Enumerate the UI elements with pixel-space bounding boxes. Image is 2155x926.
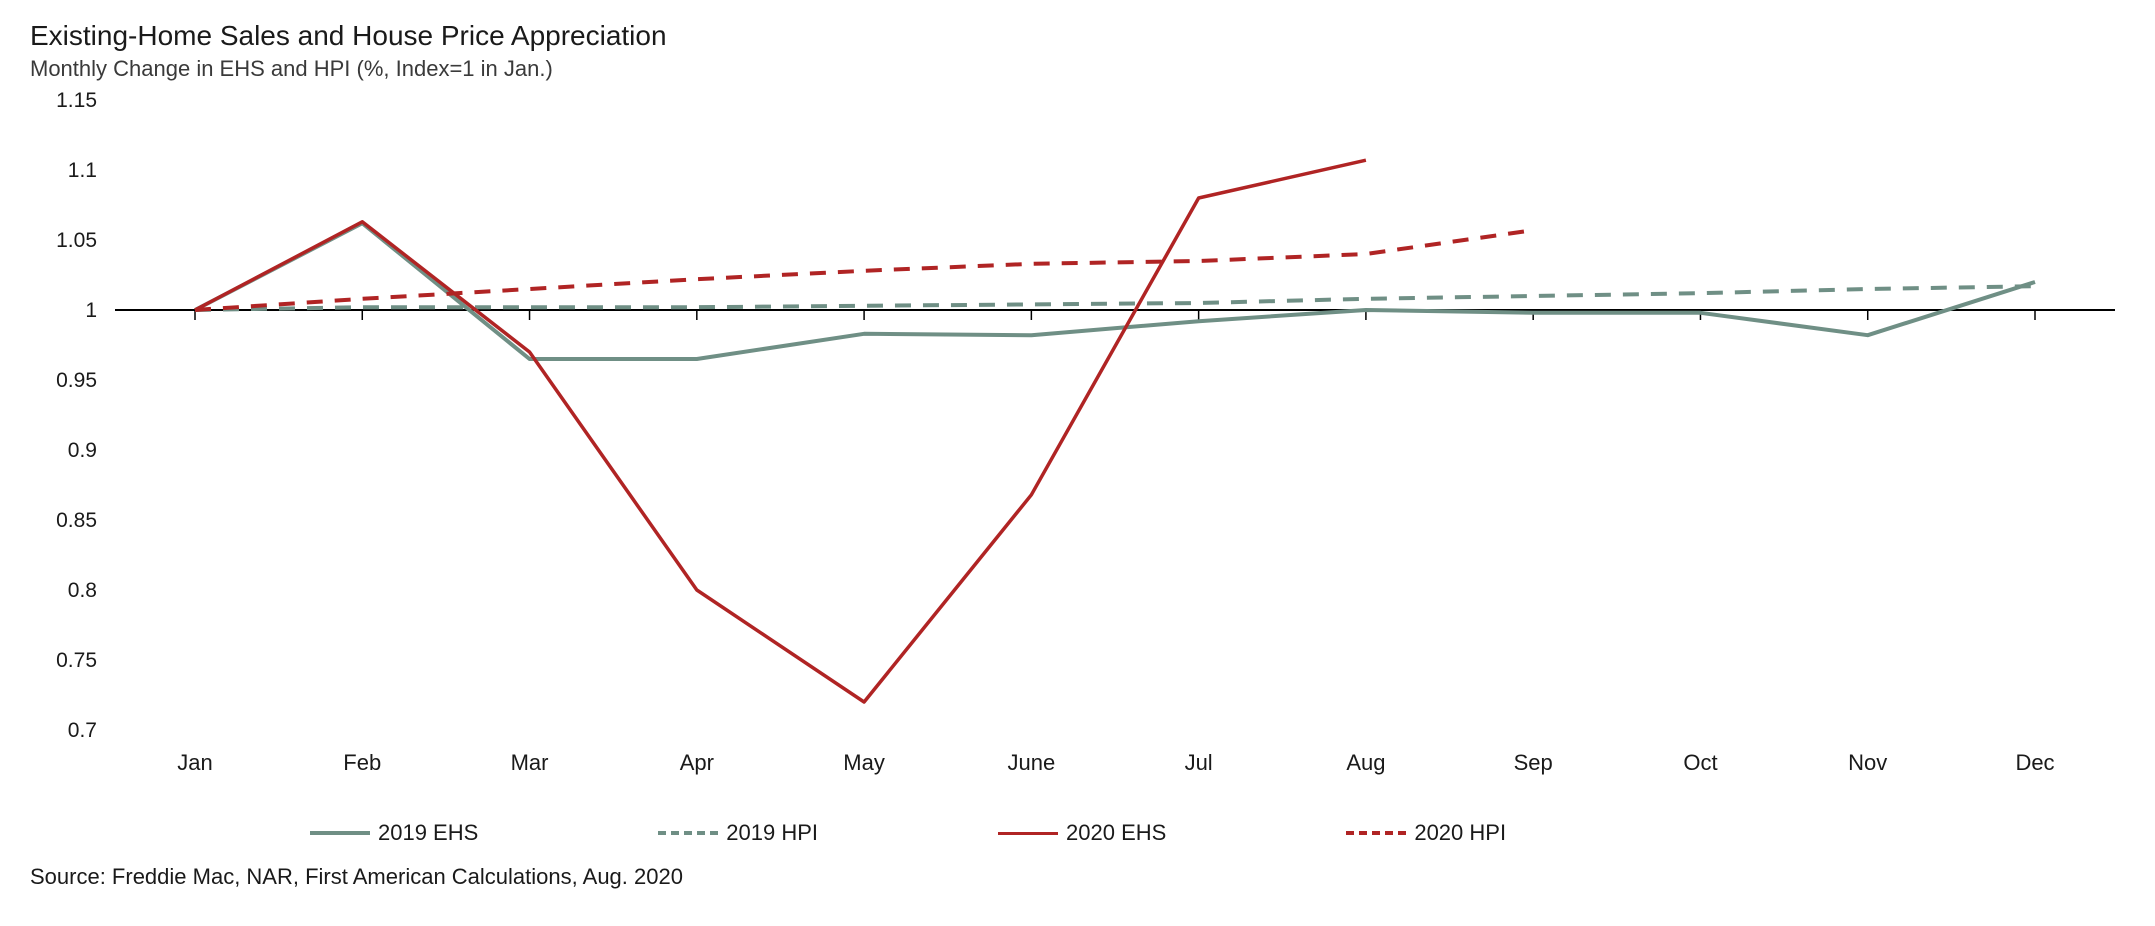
- svg-text:0.8: 0.8: [68, 579, 97, 602]
- legend-item: 2019 EHS: [310, 820, 478, 846]
- svg-text:Dec: Dec: [2015, 750, 2054, 775]
- legend-swatch: [310, 831, 370, 835]
- svg-text:Oct: Oct: [1683, 750, 1717, 775]
- svg-text:Aug: Aug: [1346, 750, 1385, 775]
- legend-item: 2020 EHS: [998, 820, 1166, 846]
- chart-subtitle: Monthly Change in EHS and HPI (%, Index=…: [30, 56, 2125, 82]
- legend-swatch: [658, 831, 718, 835]
- svg-text:1.1: 1.1: [68, 159, 97, 182]
- chart-svg: 0.7 0.75 0.8 0.85 0.9 0.95 1 1.05 1.1 1.15 Jan Feb M…: [30, 90, 2125, 810]
- legend-label: 2019 HPI: [726, 820, 818, 846]
- svg-text:Sep: Sep: [1514, 750, 1553, 775]
- svg-text:0.75: 0.75: [56, 649, 97, 672]
- svg-text:Mar: Mar: [511, 750, 549, 775]
- svg-text:Nov: Nov: [1848, 750, 1887, 775]
- svg-text:Jul: Jul: [1185, 750, 1213, 775]
- chart-legend: 2019 EHS 2019 HPI 2020 EHS 2020 HPI: [310, 820, 2125, 846]
- svg-text:1.15: 1.15: [56, 90, 97, 112]
- svg-text:1: 1: [85, 299, 97, 322]
- svg-text:May: May: [843, 750, 885, 775]
- legend-swatch: [998, 832, 1058, 835]
- svg-text:0.7: 0.7: [68, 719, 97, 742]
- svg-text:0.9: 0.9: [68, 439, 97, 462]
- svg-text:Feb: Feb: [343, 750, 381, 775]
- legend-label: 2020 HPI: [1414, 820, 1506, 846]
- legend-label: 2020 EHS: [1066, 820, 1166, 846]
- legend-label: 2019 EHS: [378, 820, 478, 846]
- legend-item: 2019 HPI: [658, 820, 818, 846]
- legend-item: 2020 HPI: [1346, 820, 1506, 846]
- chart-source: Source: Freddie Mac, NAR, First American…: [30, 864, 2125, 890]
- svg-text:0.95: 0.95: [56, 369, 97, 392]
- svg-text:Apr: Apr: [680, 750, 714, 775]
- svg-text:Jan: Jan: [177, 750, 212, 775]
- svg-text:June: June: [1008, 750, 1056, 775]
- legend-swatch: [1346, 831, 1406, 835]
- svg-text:1.05: 1.05: [56, 229, 97, 252]
- svg-text:0.85: 0.85: [56, 509, 97, 532]
- chart-title: Existing-Home Sales and House Price Appr…: [30, 20, 2125, 52]
- chart-plot-area: 0.7 0.75 0.8 0.85 0.9 0.95 1 1.05 1.1 1.15 Jan Feb M…: [30, 90, 2125, 810]
